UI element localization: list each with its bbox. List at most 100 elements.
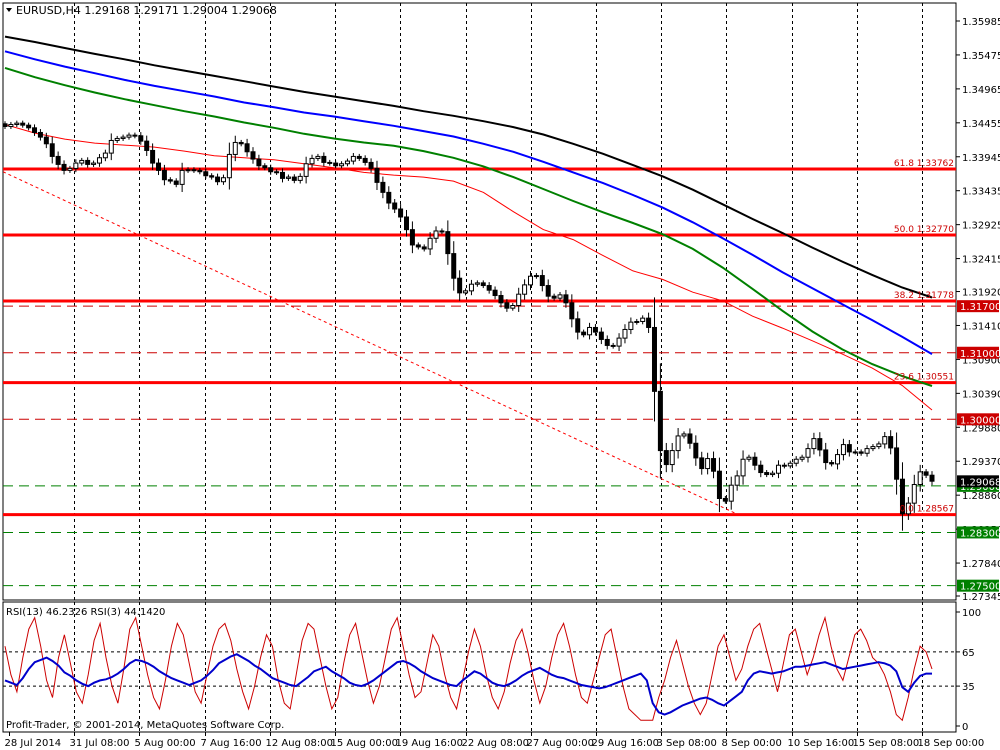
rsi-series-line bbox=[4, 615, 933, 722]
candle-body bbox=[291, 176, 297, 181]
candle-body bbox=[215, 176, 221, 183]
candle-body bbox=[350, 155, 356, 162]
candle-body bbox=[433, 230, 439, 239]
candle-body bbox=[3, 123, 8, 127]
fibonacci-labels: 61.8 1.33762 50.0 1.32770 38.2 1.31778 23.6… bbox=[894, 159, 954, 515]
fib-label: 0.0 1.28567 bbox=[900, 505, 954, 515]
candle-body bbox=[527, 275, 533, 286]
candle-body bbox=[563, 294, 569, 304]
x-tick-label: 3 Sep 08:00 bbox=[657, 738, 717, 749]
candle-body bbox=[716, 470, 722, 500]
chart-header: EURUSD,H4 1.29168 1.29171 1.29004 1.2906… bbox=[16, 4, 277, 17]
candle-body bbox=[504, 302, 510, 309]
candle-body bbox=[852, 451, 858, 454]
candle-body bbox=[150, 149, 156, 164]
candle-body bbox=[209, 175, 215, 178]
candle-body bbox=[244, 143, 250, 153]
y-tick-label: 1.32415 bbox=[962, 255, 1000, 266]
x-tick-label: 19 Aug 16:00 bbox=[396, 738, 463, 749]
x-tick-label: 27 Aug 00:00 bbox=[527, 738, 594, 749]
candle-body bbox=[167, 179, 173, 182]
candle-body bbox=[421, 246, 427, 250]
candle-body bbox=[55, 155, 61, 165]
candle-body bbox=[480, 282, 486, 287]
candle-body bbox=[321, 155, 327, 163]
candle-body bbox=[457, 277, 463, 294]
candle-body bbox=[592, 326, 598, 333]
x-tick-label: 31 Jul 08:00 bbox=[70, 738, 130, 749]
candle-body bbox=[846, 444, 852, 453]
candle-body bbox=[793, 458, 799, 464]
moving-average-line bbox=[4, 66, 933, 387]
level-price-tag bbox=[957, 300, 999, 313]
candle-body bbox=[533, 275, 539, 278]
candle-body bbox=[14, 122, 20, 125]
candle-body bbox=[587, 326, 593, 336]
x-tick-label: 28 Jul 2014 bbox=[5, 738, 62, 749]
candle-body bbox=[463, 290, 469, 294]
candle-body bbox=[37, 131, 43, 138]
candle-body bbox=[303, 163, 309, 177]
candle-body bbox=[770, 472, 776, 476]
rsi-tick-label: 65 bbox=[962, 648, 975, 659]
candle-body bbox=[220, 177, 226, 183]
candle-body bbox=[817, 438, 823, 451]
candle-body bbox=[315, 155, 321, 159]
candle-body bbox=[711, 458, 717, 472]
candle-body bbox=[858, 451, 864, 454]
candle-body bbox=[339, 163, 345, 167]
candle-body bbox=[905, 502, 911, 515]
x-tick-label: 22 Aug 08:00 bbox=[462, 738, 529, 749]
candle-body bbox=[669, 450, 675, 466]
candle-body bbox=[722, 498, 728, 502]
candle-body bbox=[20, 122, 26, 126]
candle-body bbox=[870, 446, 876, 450]
candle-body bbox=[581, 331, 587, 336]
candle-body bbox=[43, 136, 49, 145]
candle-body bbox=[262, 165, 268, 169]
fib-label: 61.8 1.33762 bbox=[894, 159, 954, 169]
candle-body bbox=[522, 284, 528, 295]
candle-body bbox=[651, 326, 657, 392]
current-price-tag bbox=[957, 475, 999, 488]
candle-body bbox=[203, 171, 209, 177]
x-tick-label: 5 Aug 00:00 bbox=[135, 738, 196, 749]
candle-body bbox=[398, 208, 404, 218]
candle-body bbox=[445, 231, 451, 255]
candle-body bbox=[894, 447, 900, 480]
candle-body bbox=[120, 136, 126, 139]
candle-body bbox=[226, 153, 232, 179]
x-tick-label: 12 Aug 08:00 bbox=[266, 738, 333, 749]
candle-body bbox=[380, 181, 386, 193]
level-price-label: 1.28300 bbox=[960, 528, 1000, 539]
candle-body bbox=[705, 458, 711, 470]
x-tick-label: 10 Sep 16:00 bbox=[788, 738, 855, 749]
time-axis: 28 Jul 2014 31 Jul 08:00 5 Aug 00:00 7 Aug … bbox=[5, 732, 985, 749]
candle-body bbox=[8, 123, 14, 127]
candle-body bbox=[79, 159, 85, 164]
candle-body bbox=[404, 216, 410, 231]
collapse-triangle-icon[interactable] bbox=[6, 8, 12, 12]
candle-body bbox=[232, 141, 238, 155]
x-tick-label: 15 Sep 08:00 bbox=[853, 738, 920, 749]
candle-body bbox=[173, 180, 179, 185]
candle-body bbox=[699, 457, 705, 470]
candle-body bbox=[67, 167, 73, 171]
candle-body bbox=[657, 390, 663, 452]
candle-body bbox=[911, 484, 917, 504]
candle-body bbox=[575, 318, 581, 333]
x-tick-label: 18 Sep 00:00 bbox=[918, 738, 985, 749]
candle-body bbox=[126, 134, 132, 138]
candle-body bbox=[616, 337, 622, 347]
y-tick-label: 1.28860 bbox=[962, 491, 1000, 502]
candlesticks bbox=[3, 120, 935, 531]
fib-label: 23.6 1.30551 bbox=[894, 373, 954, 383]
candle-body bbox=[551, 295, 557, 299]
candle-body bbox=[876, 443, 882, 448]
watermark: Profit-Trader, © 2001-2014, MetaQuotes S… bbox=[6, 720, 284, 731]
candle-body bbox=[333, 162, 339, 167]
vertical-gridlines bbox=[74, 3, 923, 732]
candle-body bbox=[144, 140, 150, 151]
price-axis: 1.35985 1.35475 1.34965 1.34455 1.33945 1.334… bbox=[956, 17, 1000, 603]
